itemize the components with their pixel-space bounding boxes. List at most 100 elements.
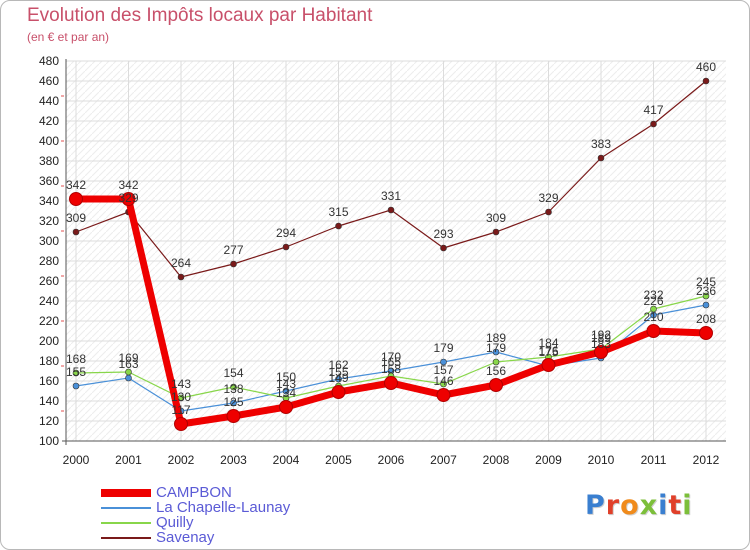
data-point-savenay bbox=[282, 243, 290, 251]
logo-letter: i bbox=[658, 490, 669, 521]
data-label-la-chapelle-launay: 138 bbox=[223, 382, 243, 396]
data-label-savenay: 329 bbox=[538, 191, 558, 205]
data-label-quilly: 232 bbox=[643, 288, 663, 302]
data-point-quilly bbox=[72, 369, 80, 377]
logo-letter: P bbox=[585, 490, 606, 521]
data-point-la-chapelle-launay bbox=[440, 358, 447, 366]
x-tick-label: 2012 bbox=[693, 453, 720, 467]
data-label-campbon: 176 bbox=[538, 344, 558, 358]
data-point-campbon bbox=[541, 358, 556, 372]
data-label-campbon: 149 bbox=[328, 371, 348, 385]
data-point-quilly bbox=[492, 358, 500, 366]
legend-label: Savenay bbox=[156, 529, 215, 546]
legend-label: La Chapelle-Launay bbox=[156, 499, 291, 516]
data-point-savenay bbox=[177, 273, 185, 281]
y-tick-label: 320 bbox=[39, 214, 59, 228]
data-label-savenay: 331 bbox=[381, 189, 401, 203]
data-label-savenay: 417 bbox=[643, 103, 663, 117]
data-label-savenay: 294 bbox=[276, 226, 296, 240]
data-point-la-chapelle-launay bbox=[282, 387, 290, 395]
data-label-la-chapelle-launay: 162 bbox=[328, 358, 348, 372]
data-point-savenay bbox=[440, 244, 447, 252]
data-label-savenay: 383 bbox=[591, 137, 611, 151]
data-label-la-chapelle-launay: 155 bbox=[66, 365, 86, 379]
data-label-quilly: 143 bbox=[276, 377, 296, 391]
data-point-campbon bbox=[384, 376, 398, 390]
data-point-savenay bbox=[387, 206, 395, 214]
y-tick-label: 160 bbox=[39, 374, 59, 388]
logo-letter: x bbox=[639, 490, 659, 521]
data-point-quilly bbox=[440, 380, 447, 388]
data-label-quilly: 157 bbox=[433, 363, 453, 377]
data-label-la-chapelle-launay: 189 bbox=[486, 331, 506, 345]
y-tick-label: 400 bbox=[39, 134, 59, 148]
data-point-savenay bbox=[72, 228, 80, 236]
data-label-savenay: 309 bbox=[486, 211, 506, 225]
x-tick-label: 2006 bbox=[378, 453, 405, 467]
data-label-quilly: 169 bbox=[118, 351, 138, 365]
logo-letter: i bbox=[682, 490, 693, 521]
legend-swatch bbox=[101, 507, 151, 509]
data-label-savenay: 264 bbox=[171, 256, 191, 270]
data-label-quilly: 179 bbox=[486, 341, 506, 355]
x-tick-label: 2010 bbox=[588, 453, 615, 467]
logo-letter: o bbox=[620, 490, 640, 521]
legend-swatch bbox=[101, 522, 151, 524]
data-label-campbon: 125 bbox=[223, 395, 243, 409]
data-label-la-chapelle-launay: 236 bbox=[696, 284, 716, 298]
data-label-la-chapelle-launay: 163 bbox=[118, 357, 138, 371]
data-label-quilly: 192 bbox=[591, 328, 611, 342]
x-tick-label: 2005 bbox=[325, 453, 352, 467]
x-tick-label: 2000 bbox=[63, 453, 90, 467]
data-point-campbon bbox=[646, 324, 661, 338]
y-tick-label: 180 bbox=[39, 354, 59, 368]
logo-letter: r bbox=[605, 490, 621, 521]
data-point-la-chapelle-launay bbox=[335, 375, 342, 383]
data-label-quilly: 154 bbox=[223, 366, 243, 380]
data-label-la-chapelle-launay: 183 bbox=[591, 337, 611, 351]
data-point-quilly bbox=[230, 383, 237, 391]
data-point-quilly bbox=[650, 305, 657, 313]
x-tick-label: 2011 bbox=[641, 453, 667, 467]
y-tick-label: 240 bbox=[39, 294, 59, 308]
data-label-la-chapelle-launay: 150 bbox=[276, 370, 296, 384]
data-label-la-chapelle-launay: 175 bbox=[538, 345, 558, 359]
data-label-quilly: 155 bbox=[328, 365, 348, 379]
data-point-campbon bbox=[331, 385, 346, 399]
data-label-savenay: 329 bbox=[118, 191, 138, 205]
data-label-savenay: 309 bbox=[66, 211, 86, 225]
data-point-la-chapelle-launay bbox=[125, 374, 132, 382]
data-point-savenay bbox=[492, 228, 500, 236]
legend-swatch bbox=[101, 489, 151, 497]
y-tick-label: 280 bbox=[39, 254, 59, 268]
data-label-campbon: 117 bbox=[171, 403, 190, 417]
y-tick-label: 440 bbox=[39, 94, 59, 108]
y-tick-label: 340 bbox=[39, 194, 59, 208]
y-tick-label: 100 bbox=[39, 434, 59, 448]
data-point-savenay bbox=[230, 260, 237, 268]
plot-area bbox=[66, 61, 726, 441]
data-point-savenay bbox=[335, 222, 342, 230]
y-tick-label: 200 bbox=[39, 334, 59, 348]
data-label-quilly: 143 bbox=[171, 377, 191, 391]
data-label-campbon: 156 bbox=[486, 364, 506, 378]
data-label-la-chapelle-launay: 226 bbox=[643, 294, 663, 308]
data-point-quilly bbox=[125, 368, 132, 376]
data-point-la-chapelle-launay bbox=[230, 399, 237, 407]
y-tick-label: 260 bbox=[39, 274, 59, 288]
data-label-savenay: 315 bbox=[328, 205, 348, 219]
data-point-campbon bbox=[279, 400, 293, 414]
y-tick-label: 120 bbox=[39, 414, 59, 428]
legend-swatch bbox=[101, 537, 151, 539]
data-label-savenay: 293 bbox=[433, 227, 453, 241]
data-label-quilly: 245 bbox=[696, 275, 716, 289]
chart-title: Evolution des Impôts locaux par Habitant bbox=[27, 5, 373, 26]
chart-subtitle: (en € et par an) bbox=[27, 30, 110, 44]
data-label-campbon: 342 bbox=[118, 178, 138, 192]
data-label-quilly: 168 bbox=[66, 352, 86, 366]
data-point-la-chapelle-launay bbox=[702, 301, 710, 309]
y-tick-label: 220 bbox=[39, 314, 59, 328]
data-point-savenay bbox=[597, 154, 605, 162]
